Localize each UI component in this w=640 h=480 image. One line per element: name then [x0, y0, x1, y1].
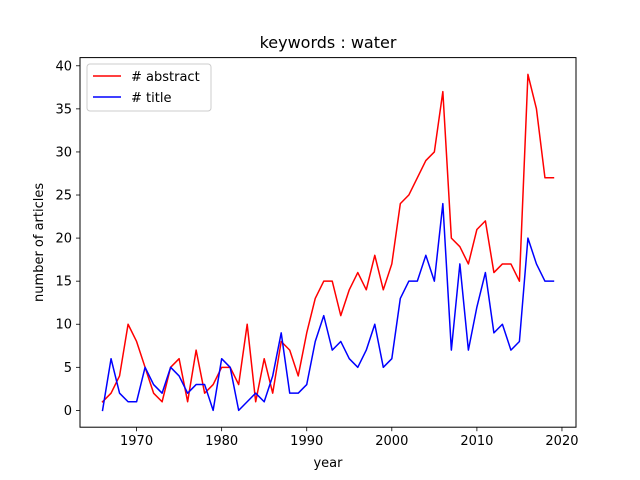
x-tick-label: 2000 — [375, 434, 408, 449]
y-tick-label: 5 — [64, 361, 72, 376]
plot-area: 1970 1980 1990 2000 2010 2020 0 5 10 15 20 25 30 35 4… — [55, 57, 579, 449]
x-tick-label: 1980 — [205, 434, 238, 449]
chart-title: keywords : water — [260, 33, 397, 52]
y-axis: 0 5 10 15 20 25 30 35 40 — [55, 59, 80, 419]
y-tick-label: 0 — [64, 404, 72, 419]
x-axis: 1970 1980 1990 2000 2010 2020 — [120, 427, 579, 449]
series-line-abstract — [101, 73, 555, 403]
y-tick-label: 40 — [55, 59, 72, 74]
y-tick-label: 10 — [55, 318, 72, 333]
x-tick-label: 1990 — [290, 434, 323, 449]
y-tick-label: 20 — [55, 232, 72, 247]
y-axis-label: number of articles — [32, 183, 47, 302]
y-tick-label: 15 — [55, 275, 72, 290]
legend-label-title: # title — [131, 91, 171, 106]
series-layer — [101, 73, 555, 412]
x-tick-label: 2020 — [545, 434, 578, 449]
y-tick-label: 25 — [55, 189, 72, 204]
legend: # abstract # title — [86, 63, 212, 112]
x-tick-label: 2010 — [460, 434, 493, 449]
plot-frame — [79, 57, 577, 428]
legend-label-abstract: # abstract — [131, 70, 200, 85]
series-line-title — [101, 202, 555, 412]
y-tick-label: 30 — [55, 145, 72, 160]
y-tick-label: 35 — [55, 102, 72, 117]
x-axis-label: year — [313, 456, 343, 471]
x-tick-label: 1970 — [120, 434, 153, 449]
